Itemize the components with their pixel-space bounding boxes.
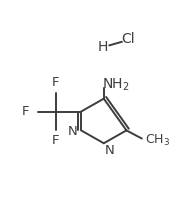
Text: N: N	[105, 144, 114, 157]
Text: F: F	[52, 134, 59, 147]
Text: NH$_2$: NH$_2$	[102, 77, 129, 93]
Text: N: N	[68, 125, 77, 138]
Text: F: F	[52, 76, 59, 89]
Text: H: H	[98, 40, 108, 54]
Text: F: F	[22, 105, 29, 118]
Text: Cl: Cl	[121, 32, 135, 46]
Text: CH$_3$: CH$_3$	[146, 133, 171, 148]
